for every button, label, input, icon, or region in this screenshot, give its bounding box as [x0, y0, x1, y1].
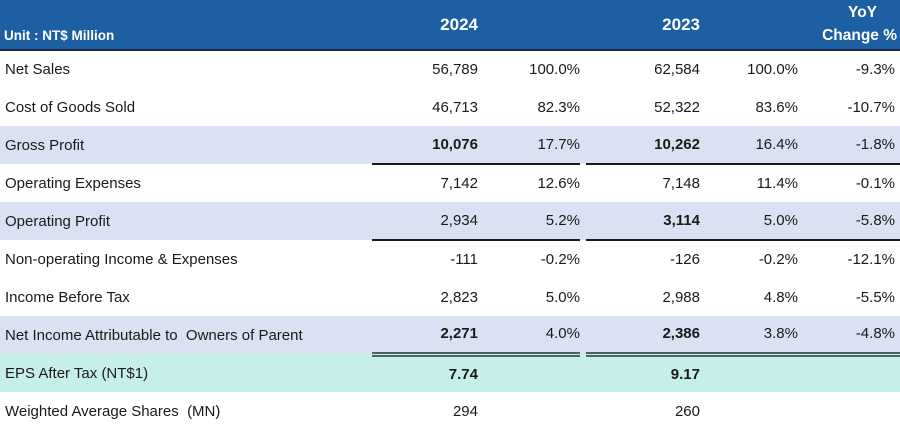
value-2023: 260 [674, 402, 700, 420]
yoy-value: -12.1% [847, 251, 895, 268]
yoy-header-line2: Change % [822, 26, 897, 44]
table-row: Operating Expenses 7,142 12.6% 7,148 11.4% -0… [0, 164, 900, 202]
pct-2023: 16.4% [700, 126, 798, 165]
value-2024: 10,076 [372, 126, 478, 165]
value-2023: 52,322 [654, 98, 700, 116]
yoy-change-header: YoY Change % [798, 0, 900, 51]
table-row: Income Before Tax 2,823 5.0% 2,988 4.8% -5.5% [0, 278, 900, 316]
yoy-value: -5.8% [798, 202, 900, 241]
table-body: Net Sales 56,789 100.0% 62,584 100.0% -9.3% Co… [0, 50, 900, 430]
pct-2024 [478, 392, 580, 430]
value-2024: 2,934 [372, 202, 478, 241]
pct-2023: 3.8% [700, 316, 798, 357]
yoy-value [798, 354, 900, 392]
value-2024: 2,823 [440, 288, 478, 306]
pct-2023 [700, 392, 798, 430]
yoy-header-line1: YoY [848, 4, 877, 22]
value-2024: 7.74 [372, 354, 478, 392]
row-label: Operating Profit [0, 202, 372, 240]
value-2024: 56,789 [432, 61, 478, 78]
pct-2023 [700, 354, 798, 392]
value-2023: 9.17 [586, 354, 700, 392]
yoy-value [798, 392, 900, 430]
table-row: Weighted Average Shares (MN) 294 260 [0, 392, 900, 430]
pct-2023: 4.8% [763, 288, 798, 306]
value-2023: 62,584 [654, 61, 700, 78]
pct-2024: 82.3% [537, 98, 580, 116]
pct-2024: 5.0% [545, 288, 580, 306]
pct-2023: -0.2% [758, 251, 798, 268]
value-2023: 2,988 [662, 288, 700, 306]
row-label: Net Income Attributable to Owners of Par… [0, 316, 372, 354]
pct-2024: 17.7% [478, 126, 580, 165]
col-gap [580, 126, 586, 164]
yoy-value: -5.5% [855, 288, 895, 306]
row-label: Weighted Average Shares (MN) [5, 402, 221, 420]
table-row: Gross Profit 10,076 17.7% 10,262 16.4% -1.8% [0, 126, 900, 165]
value-2024: -111 [450, 251, 478, 268]
header-spacer-2 [700, 0, 798, 51]
row-label: Cost of Goods Sold [5, 98, 136, 116]
value-2023: 3,114 [586, 202, 700, 241]
pct-2024: 12.6% [537, 175, 580, 192]
pct-2024: -0.2% [540, 251, 580, 268]
col-gap [580, 316, 586, 354]
table-row: Net Income Attributable to Owners of Par… [0, 316, 900, 357]
pct-2023: 100.0% [747, 61, 798, 78]
pct-2024: 4.0% [478, 316, 580, 357]
pct-2024 [478, 354, 580, 392]
value-2024: 2,271 [372, 316, 478, 357]
table-row: EPS After Tax (NT$1) 7.74 9.17 [0, 354, 900, 392]
col-gap [580, 202, 586, 240]
yoy-value: -9.3% [855, 61, 895, 78]
pct-2023: 83.6% [755, 98, 798, 116]
value-2023: 2,386 [586, 316, 700, 357]
row-label: Operating Expenses [5, 174, 141, 192]
row-label: EPS After Tax (NT$1) [0, 354, 372, 392]
yoy-value: -10.7% [847, 98, 895, 116]
value-2024: 294 [452, 402, 478, 420]
unit-label: Unit : NT$ Million [0, 0, 372, 51]
value-2023: 10,262 [586, 126, 700, 165]
year-2023-header: 2023 [586, 0, 700, 51]
row-label: Gross Profit [0, 126, 372, 164]
table-row: Cost of Goods Sold 46,713 82.3% 52,322 83.6%… [0, 88, 900, 126]
value-2023: 7,148 [662, 175, 700, 192]
col-gap [580, 354, 586, 392]
yoy-value: -0.1% [855, 175, 895, 192]
pct-2023: 5.0% [700, 202, 798, 241]
table-row: Net Sales 56,789 100.0% 62,584 100.0% -9.3% [0, 50, 900, 88]
table-row: Operating Profit 2,934 5.2% 3,114 5.0% -5.8% [0, 202, 900, 241]
row-label: Net Sales [5, 61, 71, 78]
value-2024: 46,713 [432, 98, 478, 116]
pct-2024: 5.2% [478, 202, 580, 241]
table-row: Non-operating Income & Expenses -111 -0.2%… [0, 240, 900, 278]
value-2024: 7,142 [440, 175, 478, 192]
header-spacer-1 [478, 0, 580, 51]
row-label: Income Before Tax [5, 288, 130, 306]
yoy-value: -1.8% [798, 126, 900, 165]
header-row: Unit : NT$ Million 2024 2023 YoY Change … [0, 0, 900, 51]
year-2024-header: 2024 [372, 0, 478, 51]
header-gap [580, 0, 586, 51]
row-label: Non-operating Income & Expenses [5, 250, 238, 268]
yoy-value: -4.8% [798, 316, 900, 357]
value-2023: -126 [669, 251, 700, 268]
pct-2023: 11.4% [756, 175, 798, 192]
pct-2024: 100.0% [529, 61, 580, 78]
